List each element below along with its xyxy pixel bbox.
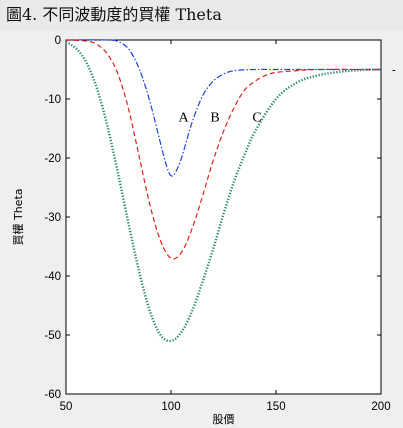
x-tick-label: 100	[161, 401, 180, 413]
y-tick-label: -20	[44, 153, 61, 165]
series-line-a	[65, 39, 381, 177]
x-tick-label: 150	[266, 401, 285, 413]
y-tick-label: 0	[55, 35, 61, 47]
x-tick-label: 200	[371, 401, 390, 413]
figure-caption: 圖4. 不同波動度的買權 Theta	[0, 0, 403, 30]
y-tick-label: -60	[44, 389, 61, 401]
y-tick-label: -40	[44, 271, 61, 283]
series-line-b	[65, 39, 382, 260]
x-tick-label: 50	[60, 401, 73, 413]
series-line-c	[65, 40, 382, 343]
curve-label-b: B	[210, 111, 219, 126]
x-axis-label: 股價	[213, 412, 235, 426]
y-tick-label: -10	[44, 94, 61, 106]
curve-label-c: C	[252, 111, 261, 126]
y-tick-label: -50	[44, 330, 61, 342]
stray-dash-mark: -	[392, 65, 396, 77]
y-tick-label: -30	[44, 212, 61, 224]
curve-label-a: A	[179, 111, 190, 126]
y-axis-label: 買權 Theta	[12, 188, 25, 245]
